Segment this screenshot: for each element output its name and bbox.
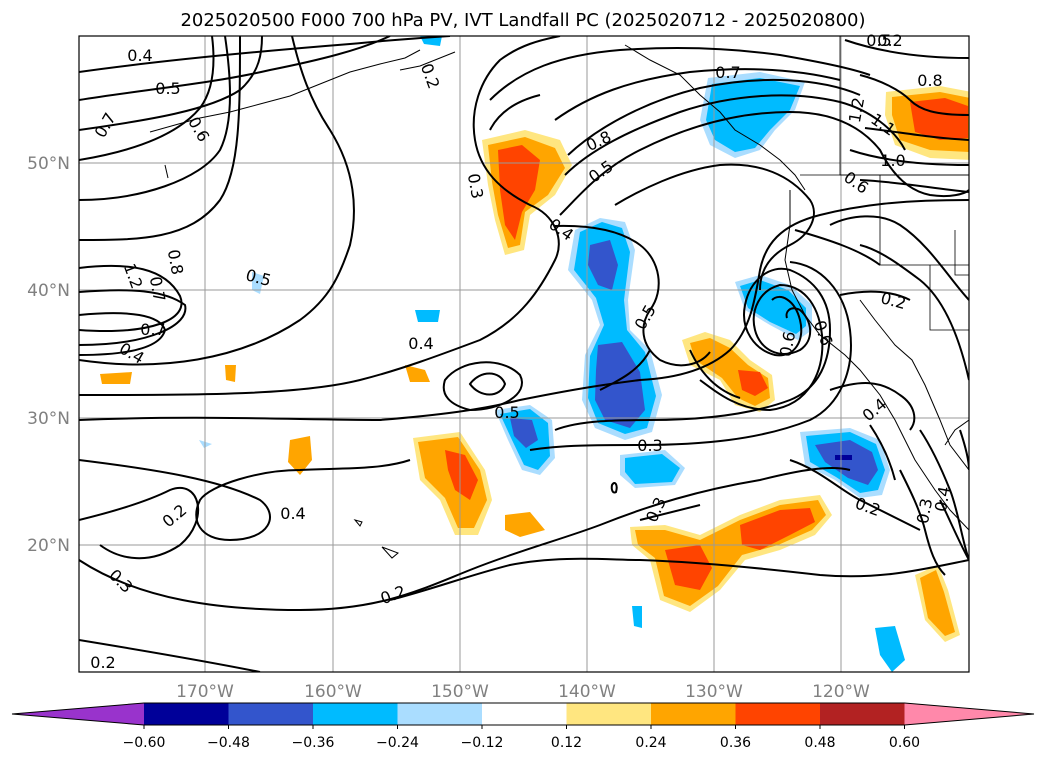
colorbar-tick-label: −0.60	[123, 735, 166, 751]
colorbar-segment	[566, 703, 651, 725]
contour-label: 0.4	[280, 504, 305, 523]
negative-anomaly-region	[415, 310, 440, 322]
contour-label: 0.5	[155, 79, 180, 98]
colorbar-segment	[820, 703, 905, 725]
longitude-labels: 170°W 160°W 150°W 140°W 130°W 120°W	[176, 682, 870, 702]
colorbar-tick-labels: −0.60 −0.48 −0.36 −0.24 −0.12 0.12 0.24 …	[123, 735, 921, 751]
colorbar-tick-label: −0.12	[461, 735, 504, 751]
positive-anomaly-region	[225, 365, 236, 382]
lon-label: 170°W	[176, 682, 234, 702]
contour-label: 0.4	[931, 485, 954, 513]
colorbar-tick-label: 0.12	[551, 735, 582, 751]
contour-label: 0.6	[776, 330, 799, 358]
contour-label: 0.5	[866, 31, 891, 50]
contour-label: 0.2	[877, 31, 902, 50]
colorbar: −0.60 −0.48 −0.36 −0.24 −0.12 0.12 0.24 …	[11, 702, 1035, 751]
lon-label: 120°W	[812, 682, 870, 702]
colorbar-tick-label: 0.60	[889, 735, 920, 751]
map-frame	[78, 35, 970, 673]
colorbar-tick-label: −0.24	[376, 735, 419, 751]
colorbar-extend-min	[12, 703, 144, 725]
lon-label: 140°W	[558, 682, 616, 702]
lat-label: 50°N	[27, 154, 70, 174]
contour-label: 0.7	[715, 63, 740, 82]
map-panel: 0.4 0.5 0.6 0.7 0.2 0.2 0.5 0.8 0.3 0.4 …	[27, 31, 970, 702]
positive-anomaly-region	[665, 508, 815, 590]
contour-label: 1.0	[880, 151, 905, 170]
colorbar-segment	[651, 703, 736, 725]
colorbar-tick-label: 0.36	[720, 735, 751, 751]
pv-contours	[79, 36, 969, 672]
negative-anomaly-region	[252, 272, 264, 294]
positive-anomaly-region	[100, 372, 132, 384]
colorbar-tick-label: 0.48	[804, 735, 835, 751]
colorbar-segment	[313, 703, 398, 725]
contour-label: 0.3	[464, 172, 487, 200]
negative-anomaly-region	[632, 606, 642, 628]
colorbar-tick-label: −0.36	[292, 735, 335, 751]
negative-anomaly-region	[510, 418, 538, 448]
contour-label: 0.2	[90, 653, 115, 672]
positive-anomaly-region	[445, 450, 478, 500]
negative-anomaly-region	[625, 454, 680, 484]
figure-title: 2025020500 F000 700 hPa PV, IVT Landfall…	[180, 10, 865, 31]
colorbar-tick-label: 0.24	[635, 735, 666, 751]
lon-label: 150°W	[431, 682, 489, 702]
positive-anomaly-region	[288, 436, 312, 475]
contour-label: 0.7	[146, 275, 169, 303]
map-gridlines	[79, 36, 969, 672]
lat-label: 40°N	[27, 281, 70, 301]
colorbar-segments	[12, 703, 1034, 725]
negative-anomaly-region	[815, 440, 878, 485]
contour-label: 0.4	[408, 334, 433, 353]
contour-label: 0.7	[140, 320, 165, 339]
lon-label: 130°W	[685, 682, 743, 702]
lat-label: 20°N	[27, 536, 70, 556]
lat-label: 30°N	[27, 409, 70, 429]
positive-anomaly-region	[920, 570, 955, 636]
contour-label: 0.3	[913, 497, 936, 525]
colorbar-segment	[482, 703, 567, 725]
positive-anomaly-region	[498, 145, 540, 240]
latitude-labels: 50°N 40°N 30°N 20°N	[27, 154, 70, 556]
contour-label: 0.8	[917, 71, 942, 90]
colorbar-extend-max	[904, 703, 1034, 725]
colorbar-segment	[397, 703, 482, 725]
colorbar-segment	[735, 703, 820, 725]
colorbar-tick-label: −0.48	[207, 735, 250, 751]
positive-anomaly-region	[405, 365, 430, 382]
positive-anomaly-region	[738, 370, 768, 396]
lon-label: 160°W	[304, 682, 362, 702]
contour-label: 0.4	[127, 46, 152, 65]
colorbar-ticks	[143, 725, 905, 729]
contour-label: 1.2	[845, 96, 868, 124]
positive-anomaly-region	[505, 512, 545, 537]
contour-label: 0.3	[637, 436, 662, 455]
colorbar-segment	[228, 703, 313, 725]
contour-label: 0.5	[494, 403, 519, 422]
negative-anomaly-region	[835, 455, 852, 460]
contour-label: 0.8	[164, 248, 187, 276]
negative-anomaly-region	[875, 626, 905, 672]
colorbar-segment	[144, 703, 229, 725]
